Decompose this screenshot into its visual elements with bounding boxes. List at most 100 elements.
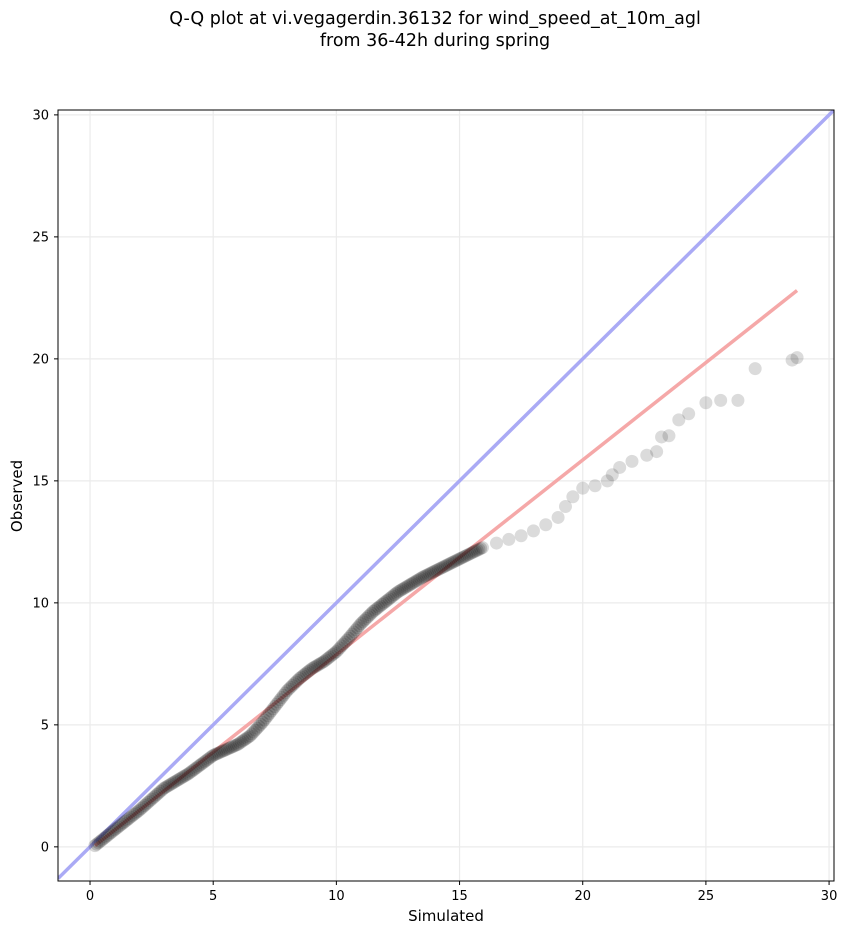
data-point (342, 631, 356, 645)
data-point (160, 779, 174, 793)
data-point (361, 610, 375, 624)
data-point (396, 582, 410, 596)
data-point (294, 670, 308, 684)
data-point (393, 584, 407, 598)
data-point (655, 430, 669, 444)
data-point (175, 771, 189, 785)
x-axis-label: Simulated (408, 907, 484, 925)
y-tick-label: 5 (41, 718, 49, 733)
data-point (157, 781, 171, 795)
data-point (88, 839, 102, 853)
data-point (308, 660, 322, 674)
data-point (257, 713, 271, 727)
data-point (321, 652, 335, 666)
data-point (199, 754, 213, 768)
data-point (375, 597, 389, 611)
reference-lines (58, 110, 834, 880)
data-point (92, 836, 106, 850)
data-point (190, 760, 204, 774)
data-point (356, 615, 370, 629)
data-point (192, 759, 206, 773)
data-point (139, 797, 153, 811)
data-point (453, 552, 467, 566)
data-point (236, 734, 250, 748)
data-point (387, 588, 401, 602)
data-point (104, 826, 118, 840)
data-point (566, 490, 580, 504)
data-point (373, 599, 387, 613)
data-point (447, 555, 461, 569)
data-point (379, 595, 393, 609)
data-point (182, 767, 196, 781)
data-point (196, 756, 210, 770)
data-point (410, 573, 424, 587)
data-point (248, 723, 262, 737)
y-tick-label: 25 (32, 230, 49, 245)
data-point (220, 742, 234, 756)
data-point (650, 445, 664, 459)
data-point (490, 536, 504, 550)
data-point (426, 565, 440, 579)
data-point (340, 633, 354, 647)
data-point (219, 743, 233, 757)
y-tick-label: 0 (41, 840, 49, 855)
data-point (317, 654, 331, 668)
data-point (790, 351, 804, 365)
data-point (204, 750, 218, 764)
data-point (377, 596, 391, 610)
y-axis-label: Observed (8, 460, 26, 532)
data-point (263, 706, 277, 720)
data-point (122, 812, 136, 826)
data-point (430, 563, 444, 577)
x-tick-label: 10 (328, 889, 345, 904)
data-point (180, 768, 194, 782)
data-point (206, 748, 220, 762)
data-point (134, 802, 148, 816)
y-tick-label: 30 (32, 108, 49, 123)
data-point (672, 413, 686, 427)
data-point (108, 823, 122, 837)
data-point (100, 829, 114, 843)
data-point (386, 589, 400, 603)
data-point (97, 831, 111, 845)
data-point (254, 717, 268, 731)
data-point (446, 555, 460, 569)
data-point (278, 686, 292, 700)
data-point (183, 765, 197, 779)
x-tick-label: 5 (209, 889, 217, 904)
data-point (99, 830, 113, 844)
data-point (127, 807, 141, 821)
data-point (366, 604, 380, 618)
data-point (132, 803, 146, 817)
data-point (187, 763, 201, 777)
data-point (472, 542, 486, 556)
x-tick-label: 30 (821, 889, 838, 904)
chart-title-line-2: from 36-42h during spring (319, 31, 551, 51)
data-point (152, 786, 166, 800)
data-point (312, 658, 326, 672)
data-point (345, 627, 359, 641)
data-point (370, 602, 384, 616)
data-point (539, 518, 553, 532)
x-tick-label: 25 (698, 889, 715, 904)
data-point (264, 704, 278, 718)
data-point (335, 639, 349, 653)
data-point (699, 396, 713, 410)
data-point (398, 581, 412, 595)
data-point (203, 751, 217, 765)
data-point (141, 795, 155, 809)
data-point (145, 792, 159, 806)
x-tick-label: 0 (86, 889, 94, 904)
data-point (222, 741, 236, 755)
data-point (261, 709, 275, 723)
data-point (185, 764, 199, 778)
data-point (259, 711, 273, 725)
data-point (463, 547, 477, 561)
data-point (460, 548, 474, 562)
data-point (211, 746, 225, 760)
data-point (435, 561, 449, 575)
data-point (468, 544, 482, 558)
data-point (111, 820, 125, 834)
chart-title-line-1: Q-Q plot at vi.vegagerdin.36132 for wind… (169, 9, 701, 29)
